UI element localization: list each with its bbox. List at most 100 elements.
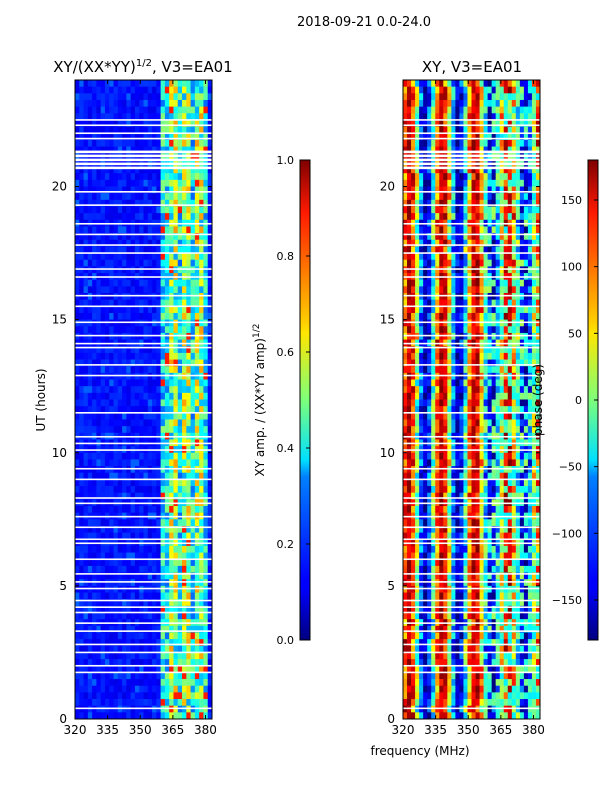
right-heatmap-cell bbox=[487, 266, 493, 274]
left-heatmap-cell bbox=[117, 372, 123, 380]
left-heatmap-cell bbox=[160, 519, 166, 527]
right-heatmap-cell bbox=[455, 419, 460, 427]
right-heatmap-cell bbox=[523, 406, 529, 414]
right-heatmap-cell bbox=[499, 359, 505, 367]
left-heatmap-cell bbox=[207, 492, 212, 500]
left-heatmap-cell bbox=[109, 379, 114, 387]
left-heatmap-cell bbox=[134, 685, 140, 693]
right-heatmap-cell bbox=[467, 299, 472, 307]
right-heatmap-cell bbox=[511, 126, 517, 134]
right-heatmap-cell bbox=[443, 359, 448, 367]
right-heatmap-cell bbox=[423, 93, 428, 101]
right-heatmap-cell bbox=[483, 306, 489, 314]
left-heatmap-cell bbox=[109, 213, 114, 221]
right-heatmap-cell bbox=[475, 299, 480, 307]
left-blank-row bbox=[75, 671, 212, 674]
right-heatmap-cell bbox=[411, 173, 416, 181]
right-heatmap-cell bbox=[523, 206, 529, 214]
left-heatmap-cell bbox=[186, 472, 191, 480]
left-heatmap-cell bbox=[92, 186, 97, 194]
right-heatmap-cell bbox=[507, 372, 513, 380]
left-heatmap-cell bbox=[122, 186, 127, 194]
right-heatmap-cell bbox=[439, 359, 444, 367]
left-heatmap-cell bbox=[117, 486, 123, 494]
left-heatmap-cell bbox=[160, 685, 166, 693]
left-heatmap-cell bbox=[79, 226, 84, 234]
right-heatmap-cell bbox=[523, 279, 529, 287]
right-heatmap-cell bbox=[531, 226, 537, 234]
left-blank-row bbox=[75, 252, 212, 254]
left-heatmap-cell bbox=[113, 332, 119, 340]
right-heatmap-cell bbox=[523, 286, 529, 294]
left-heatmap-cell bbox=[104, 486, 110, 494]
left-heatmap-cell bbox=[164, 552, 170, 560]
left-heatmap-cell bbox=[194, 279, 200, 287]
left-heatmap-cell bbox=[126, 199, 132, 207]
left-heatmap-cell bbox=[190, 592, 196, 600]
right-heatmap-cell bbox=[427, 366, 432, 374]
right-heatmap-cell bbox=[479, 406, 484, 414]
left-heatmap-cell bbox=[130, 399, 136, 407]
left-heatmap-cell bbox=[194, 326, 200, 334]
right-heatmap-cell bbox=[451, 332, 456, 340]
left-heatmap-cell bbox=[194, 99, 200, 108]
right-heatmap-cell bbox=[535, 179, 540, 187]
left-heatmap-cell bbox=[109, 459, 114, 467]
left-heatmap-cell bbox=[169, 326, 174, 334]
right-heatmap-cell bbox=[423, 319, 428, 327]
left-heatmap-cell bbox=[139, 386, 144, 394]
right-heatmap-cell bbox=[507, 266, 513, 274]
right-heatmap-cell bbox=[487, 186, 493, 194]
right-heatmap-cell bbox=[447, 173, 452, 181]
left-heatmap-cell bbox=[147, 246, 153, 254]
left-heatmap-cell bbox=[113, 712, 119, 719]
left-heatmap-cell bbox=[130, 213, 136, 221]
left-heatmap-cell bbox=[186, 119, 191, 127]
left-heatmap-cell bbox=[130, 186, 136, 194]
left-heatmap-cell bbox=[199, 559, 204, 567]
left-heatmap-cell bbox=[143, 193, 149, 201]
right-heatmap-cell bbox=[491, 266, 497, 274]
left-heatmap-cell bbox=[83, 246, 89, 254]
left-heatmap-cell bbox=[160, 639, 166, 647]
right-heatmap-cell bbox=[511, 306, 517, 314]
right-heatmap-cell bbox=[439, 213, 444, 221]
left-heatmap-cell bbox=[164, 486, 170, 494]
right-heatmap-cell bbox=[483, 412, 489, 420]
right-heatmap-cell bbox=[527, 366, 533, 374]
left-heatmap-cell bbox=[164, 259, 170, 267]
left-heatmap-cell bbox=[164, 113, 170, 121]
left-heatmap-cell bbox=[87, 199, 93, 207]
right-heatmap-cell bbox=[527, 332, 533, 340]
left-heatmap-cell bbox=[186, 326, 191, 334]
right-heatmap-cell bbox=[447, 166, 452, 174]
left-heatmap-cell bbox=[147, 479, 153, 487]
right-heatmap-cell bbox=[411, 179, 416, 187]
right-heatmap-cell bbox=[507, 106, 513, 114]
left-heatmap-cell bbox=[113, 705, 119, 713]
left-heatmap-cell bbox=[194, 113, 200, 121]
left-heatmap-cell bbox=[126, 665, 132, 673]
left-heatmap-cell bbox=[96, 712, 102, 719]
left-heatmap-cell bbox=[203, 399, 209, 407]
left-heatmap-cell bbox=[169, 705, 174, 713]
right-heatmap-cell bbox=[471, 372, 476, 380]
left-heatmap-cell bbox=[194, 239, 200, 247]
right-heatmap-cell bbox=[443, 239, 448, 247]
left-heatmap-cell bbox=[169, 472, 174, 480]
right-heatmap-cell bbox=[455, 126, 460, 134]
right-heatmap-cell bbox=[463, 293, 468, 301]
left-heatmap-cell bbox=[190, 679, 196, 687]
left-heatmap-cell bbox=[156, 472, 162, 480]
right-heatmap-cell bbox=[503, 306, 509, 314]
left-heatmap-cell bbox=[104, 366, 110, 374]
left-heatmap-cell bbox=[147, 659, 153, 667]
right-heatmap-cell bbox=[411, 426, 416, 434]
right-heatmap-cell bbox=[511, 106, 517, 114]
right-heatmap-cell bbox=[415, 126, 420, 134]
left-heatmap-cell bbox=[139, 699, 144, 707]
right-heatmap-cell bbox=[463, 406, 468, 414]
left-heatmap-cell bbox=[194, 146, 200, 154]
left-heatmap-cell bbox=[194, 632, 200, 640]
right-heatmap-cell bbox=[423, 213, 428, 221]
